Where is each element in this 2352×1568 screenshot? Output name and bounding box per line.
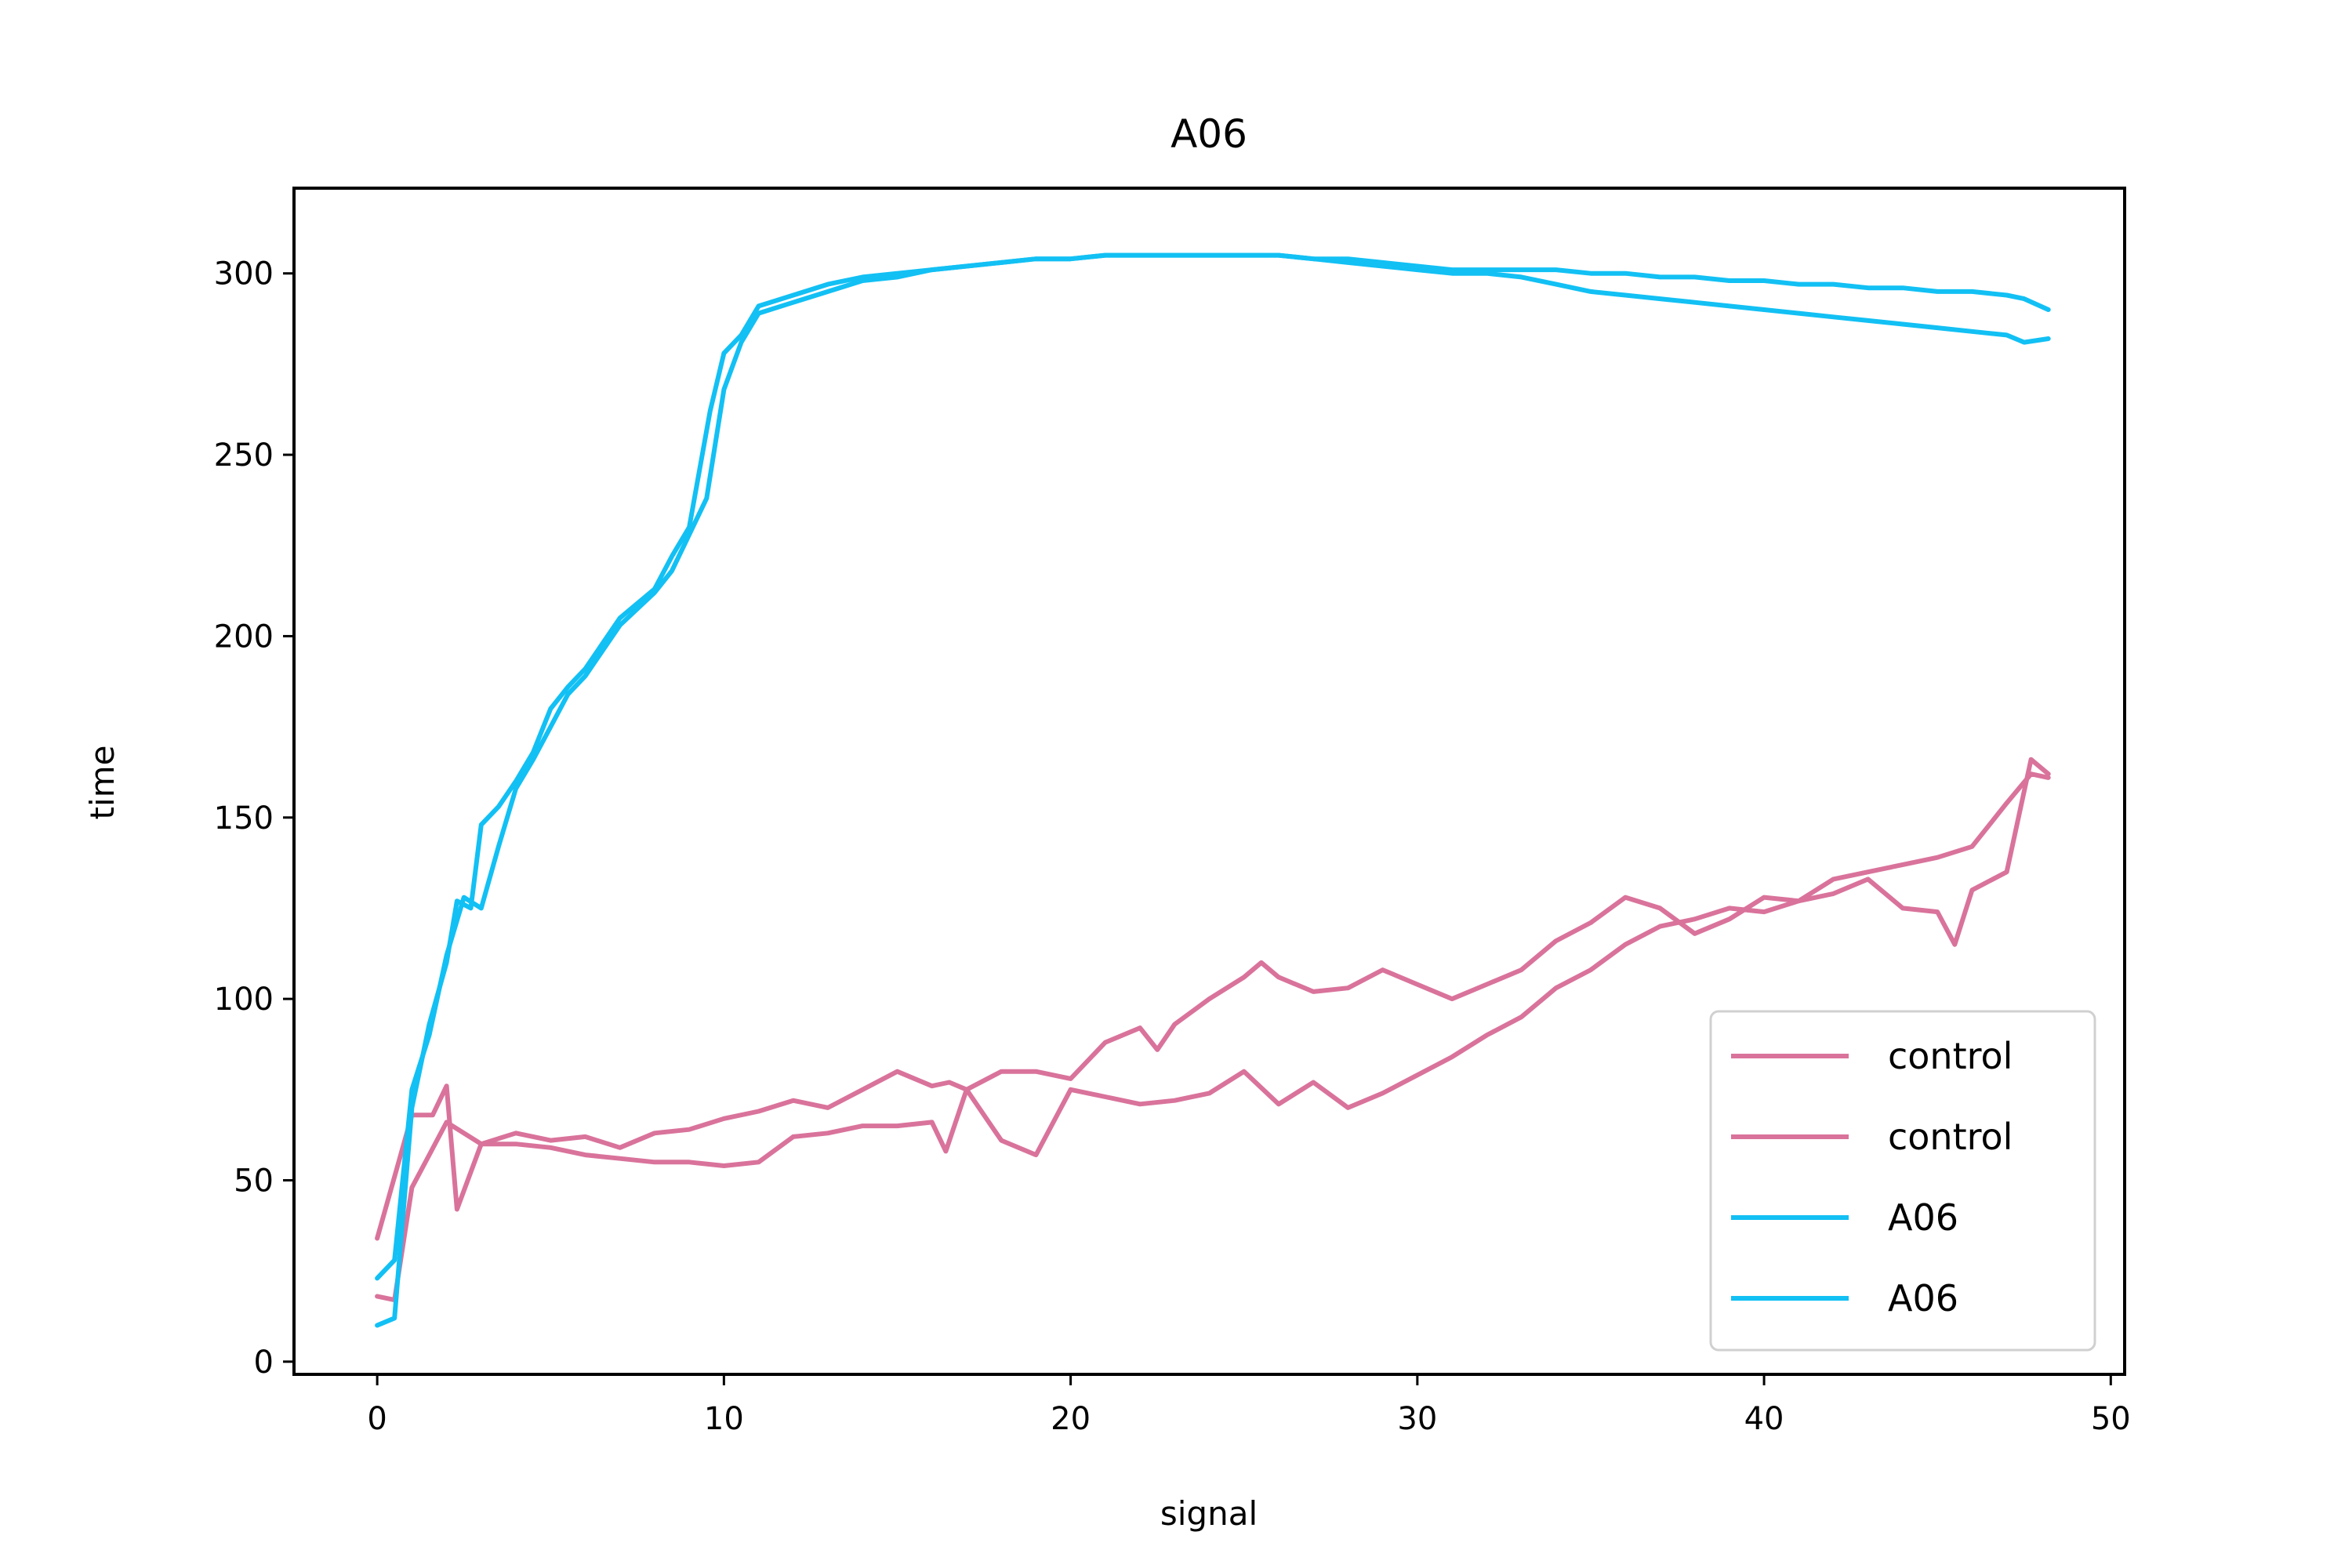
x-axis-label: signal xyxy=(1160,1494,1258,1533)
y-tick-label-0: 0 xyxy=(254,1345,274,1381)
legend-label-2: A06 xyxy=(1888,1196,1958,1239)
x-tick-label-3: 30 xyxy=(1397,1401,1437,1437)
y-tick-label-1: 50 xyxy=(234,1163,274,1199)
x-tick-label-1: 10 xyxy=(704,1401,744,1437)
series-line-1 xyxy=(375,757,2051,1303)
y-tick-label-5: 250 xyxy=(214,437,274,474)
x-tick-label-4: 40 xyxy=(1744,1401,1784,1437)
y-tick-label-4: 200 xyxy=(214,619,274,655)
series-line-3 xyxy=(375,252,2051,1281)
x-tick-label-0: 0 xyxy=(367,1401,387,1437)
legend-label-3: A06 xyxy=(1888,1277,1958,1319)
y-tick-label-2: 100 xyxy=(214,982,274,1018)
chart-title: A06 xyxy=(1171,111,1247,157)
x-axis: 0 10 20 30 40 50 xyxy=(367,1374,2131,1437)
plot-frame xyxy=(292,187,2126,1376)
x-tick-label-2: 20 xyxy=(1051,1401,1091,1437)
y-tick-label-3: 150 xyxy=(214,800,274,837)
y-axis-label: time xyxy=(83,746,122,820)
y-axis: 0 50 100 150 200 250 300 xyxy=(214,256,294,1381)
legend-box xyxy=(1709,1010,2096,1352)
legend-label-1: control xyxy=(1888,1116,2013,1158)
y-tick-label-6: 300 xyxy=(214,256,274,292)
legend-label-0: control xyxy=(1888,1035,2013,1077)
x-tick-label-5: 50 xyxy=(2091,1401,2131,1437)
series-lines xyxy=(375,252,2051,1328)
series-line-0 xyxy=(375,771,2051,1241)
legend: control control A06 A06 xyxy=(1709,1010,2096,1352)
